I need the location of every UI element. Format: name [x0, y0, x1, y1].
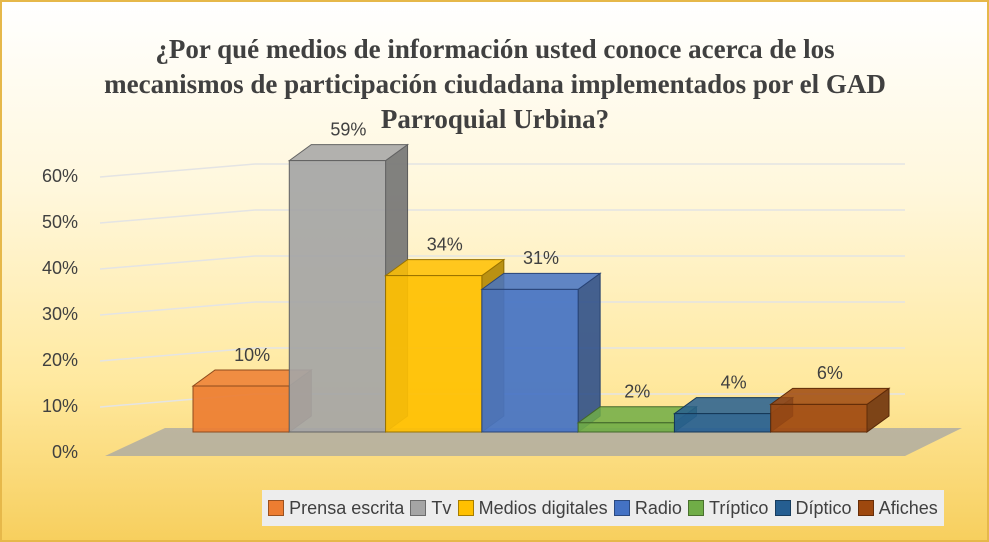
legend-item: Tv — [410, 498, 451, 519]
grid-line — [99, 255, 905, 270]
grid-line — [99, 347, 905, 362]
legend-item: Radio — [613, 497, 682, 519]
legend: Prensa escrita Tv Medios digitales Radio Trí… — [262, 490, 944, 526]
y-tick-label: 40% — [42, 258, 78, 278]
y-tick-label: 0% — [52, 442, 78, 462]
grid-line — [99, 301, 905, 316]
data-label: 10% — [234, 345, 270, 365]
bar — [770, 403, 868, 433]
legend-swatch — [774, 500, 791, 516]
bar — [385, 275, 483, 433]
bar — [673, 413, 772, 433]
legend-item: Díptico — [774, 497, 852, 519]
legend-label: Radio — [634, 497, 682, 518]
legend-label: Tríptico — [709, 497, 769, 518]
data-label: 2% — [624, 382, 650, 402]
legend-label: Afiches — [878, 497, 938, 518]
legend-swatch — [857, 500, 874, 516]
y-tick-label: 30% — [42, 304, 78, 324]
data-label: 4% — [721, 372, 747, 392]
data-label: 31% — [523, 248, 559, 268]
legend-swatch — [613, 500, 630, 516]
legend-item: Prensa escrita — [268, 498, 404, 519]
bar — [577, 422, 675, 433]
legend-swatch — [457, 500, 474, 516]
data-label: 34% — [427, 234, 463, 254]
legend-item: Medios digitales — [457, 497, 608, 519]
chart-title: ¿Por qué medios de información usted con… — [104, 34, 886, 134]
floor — [105, 428, 962, 456]
y-tick-label: 50% — [42, 212, 78, 232]
legend-swatch — [688, 500, 705, 516]
legend-item: Tríptico — [688, 498, 768, 519]
legend-label: Prensa escrita — [289, 497, 405, 518]
data-label: 6% — [817, 363, 843, 383]
legend-label: Díptico — [795, 497, 852, 518]
legend-swatch — [410, 500, 427, 516]
bar — [288, 160, 387, 433]
y-tick-label: 10% — [42, 396, 78, 416]
grid-line — [99, 209, 905, 224]
data-label: 59% — [330, 119, 366, 139]
legend-label: Medios digitales — [478, 497, 608, 518]
legend-item: Afiches — [857, 497, 938, 519]
legend-swatch — [268, 500, 285, 516]
y-tick-label: 60% — [42, 166, 78, 186]
bar — [192, 385, 290, 433]
legend-label: Tv — [431, 497, 452, 518]
y-tick-label: 20% — [42, 350, 78, 370]
bar-side — [577, 272, 601, 433]
grid-line — [99, 163, 905, 178]
bar — [481, 288, 579, 433]
